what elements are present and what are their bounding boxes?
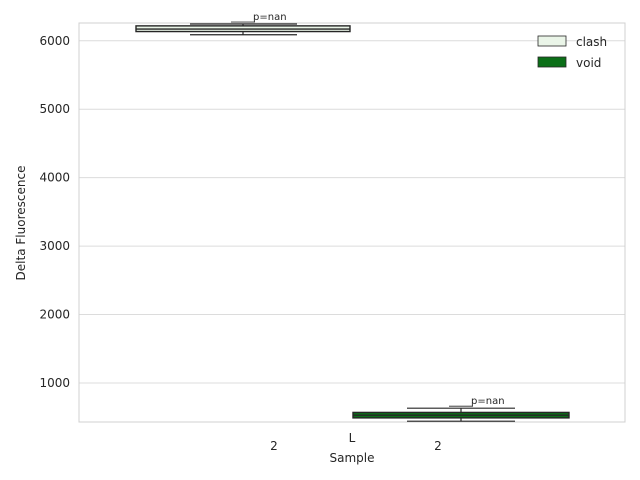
x-axis-ticks: 2 L 2 (270, 431, 442, 453)
p-value-annotation: p=nan (253, 12, 287, 23)
legend-swatch-void (537, 56, 567, 68)
p-value-annotations: p=nan p=nan (231, 12, 505, 407)
y-tick-label: 5000 (39, 102, 70, 116)
y-tick-label: 2000 (39, 308, 70, 322)
plot-area-frame (78, 22, 626, 423)
y-axis-ticks: 1000 2000 3000 4000 5000 6000 (39, 34, 70, 390)
y-tick-label: 4000 (39, 171, 70, 185)
box-series (135, 23, 570, 422)
legend-label-clash: clash (576, 35, 607, 49)
legend-label-void: void (576, 56, 601, 70)
x-tick-label: 2 (270, 439, 278, 453)
x-tick-label: L (349, 431, 356, 445)
y-tick-label: 3000 (39, 239, 70, 253)
grid-lines (79, 40, 625, 384)
y-tick-label: 1000 (39, 376, 70, 390)
y-axis-label: Delta Fluorescence (14, 166, 28, 281)
legend: clash void (537, 35, 607, 70)
x-tick-label: 2 (434, 439, 442, 453)
y-tick-label: 6000 (39, 34, 70, 48)
x-axis-label: Sample (330, 451, 375, 465)
box-void (352, 407, 570, 422)
legend-swatch-clash (537, 35, 567, 47)
p-value-annotation: p=nan (471, 396, 505, 407)
box-clash (135, 23, 351, 36)
